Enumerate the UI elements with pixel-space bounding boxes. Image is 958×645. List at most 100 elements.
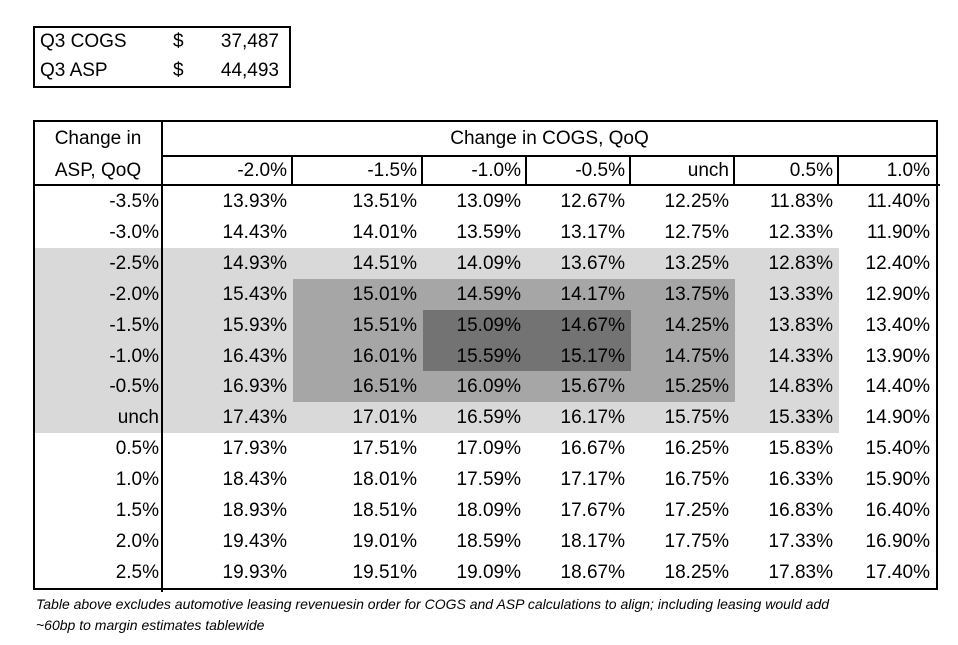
table-cell: 13.75% bbox=[664, 283, 729, 305]
table-cell: 15.01% bbox=[352, 283, 417, 305]
column-header: -1.0% bbox=[471, 160, 521, 181]
table-cell: 14.83% bbox=[768, 376, 833, 398]
table-cell: 18.01% bbox=[352, 469, 417, 491]
table-cell: 19.51% bbox=[352, 561, 417, 583]
grid-line bbox=[161, 122, 163, 592]
table-cell: 19.43% bbox=[222, 530, 287, 552]
grid-line bbox=[837, 155, 839, 186]
row-header-title-line1: Change in bbox=[54, 128, 142, 149]
row-label: -1.5% bbox=[109, 314, 159, 336]
table-cell: 16.90% bbox=[865, 530, 930, 552]
table-cell: 14.75% bbox=[664, 345, 729, 367]
table-cell: 15.17% bbox=[560, 345, 625, 367]
table-cell: 12.40% bbox=[865, 252, 930, 274]
table-cell: 14.43% bbox=[222, 221, 287, 243]
row-label: 1.0% bbox=[115, 469, 159, 491]
table-cell: 18.59% bbox=[456, 530, 521, 552]
grid-lines bbox=[35, 122, 940, 592]
sensitivity-table: Change in COGS, QoQ Change in ASP, QoQ -… bbox=[33, 120, 940, 592]
table-cell: 17.25% bbox=[664, 500, 729, 521]
row-label: -1.0% bbox=[109, 345, 159, 367]
table-cell: 18.17% bbox=[560, 530, 625, 552]
table-cell: 15.40% bbox=[865, 438, 930, 460]
table-cell: 11.83% bbox=[769, 191, 833, 212]
grid-line bbox=[163, 155, 936, 157]
row-label: 2.5% bbox=[115, 561, 159, 583]
table-cell: 17.67% bbox=[560, 500, 625, 521]
table-cell: 17.43% bbox=[222, 407, 287, 429]
row-label: -2.5% bbox=[109, 252, 159, 274]
table-cell: 14.59% bbox=[456, 283, 521, 305]
table-cell: 12.75% bbox=[664, 221, 729, 243]
table-cell: 11.90% bbox=[866, 221, 930, 243]
row-header-title-line2: ASP, QoQ bbox=[54, 160, 142, 181]
table-cell: 17.40% bbox=[865, 561, 930, 583]
table-cell: 16.51% bbox=[352, 376, 417, 398]
column-header: -1.5% bbox=[367, 160, 417, 181]
summary-row-asp: Q3 ASP $ 44,493 bbox=[35, 57, 289, 86]
table-cell: 15.09% bbox=[456, 314, 521, 336]
table-cell: 15.67% bbox=[560, 376, 625, 398]
table-cell: 16.17% bbox=[560, 407, 625, 429]
table-cell: 16.33% bbox=[768, 469, 833, 491]
grid-line bbox=[629, 155, 631, 186]
grid-line bbox=[421, 155, 423, 186]
grid-line bbox=[525, 155, 527, 186]
table-cell: 17.75% bbox=[664, 530, 729, 552]
table-cell: 19.01% bbox=[352, 530, 417, 552]
table-cell: 18.43% bbox=[222, 469, 287, 491]
column-header: 1.0% bbox=[886, 160, 930, 181]
grid-line bbox=[291, 155, 293, 186]
table-cell: 12.90% bbox=[865, 283, 930, 305]
table-cell: 18.09% bbox=[456, 500, 521, 521]
row-label: -2.0% bbox=[109, 283, 159, 305]
table-cell: 11.40% bbox=[866, 191, 930, 212]
table-cell: 14.25% bbox=[664, 314, 729, 336]
highlight-layer bbox=[35, 122, 936, 588]
table-cell: 15.25% bbox=[664, 376, 729, 398]
table-cell: 13.25% bbox=[664, 252, 729, 274]
column-group-title: Change in COGS, QoQ bbox=[450, 128, 649, 149]
table-cell: 13.51% bbox=[352, 191, 417, 212]
table-cell: 18.67% bbox=[560, 561, 625, 583]
table-cell: 17.17% bbox=[560, 469, 625, 491]
table-cell: 19.09% bbox=[456, 561, 521, 583]
row-label: 2.0% bbox=[115, 530, 159, 552]
table-cell: 15.51% bbox=[352, 314, 417, 336]
footnote: Table above excludes automotive leasing … bbox=[36, 594, 926, 636]
table-cell: 17.59% bbox=[456, 469, 521, 491]
table-cell: 16.67% bbox=[560, 438, 625, 460]
summary-currency: $ bbox=[173, 31, 184, 52]
table-cell: 14.17% bbox=[560, 283, 625, 305]
table-cell: 14.51% bbox=[352, 252, 417, 274]
row-label: -3.5% bbox=[109, 191, 159, 212]
table-cell: 16.09% bbox=[456, 376, 521, 398]
table-cell: 12.67% bbox=[560, 191, 625, 212]
summary-value: 37,487 bbox=[220, 31, 279, 52]
column-header: unch bbox=[687, 160, 729, 181]
table-cell: 14.93% bbox=[222, 252, 287, 274]
table-cell: 14.01% bbox=[352, 221, 417, 243]
table-cell: 16.83% bbox=[768, 500, 833, 521]
table-cell: 16.25% bbox=[664, 438, 729, 460]
column-header: -2.0% bbox=[237, 160, 287, 181]
table-cell: 17.33% bbox=[768, 530, 833, 552]
summary-value: 44,493 bbox=[220, 60, 279, 81]
table-cell: 14.09% bbox=[456, 252, 521, 274]
table-cell: 13.09% bbox=[456, 191, 521, 212]
table-cell: 15.75% bbox=[664, 407, 729, 429]
table-cell: 13.83% bbox=[768, 314, 833, 336]
grid-line bbox=[733, 155, 735, 186]
table-cell: 13.90% bbox=[865, 345, 930, 367]
table-cell: 15.33% bbox=[768, 407, 833, 429]
table-cell: 16.43% bbox=[222, 345, 287, 367]
row-label: 0.5% bbox=[115, 438, 159, 460]
table-cell: 12.33% bbox=[768, 221, 833, 243]
column-header: 0.5% bbox=[789, 160, 833, 181]
summary-label: Q3 COGS bbox=[40, 31, 127, 52]
footnote-line-2: ~60bp to margin estimates tablewide bbox=[36, 617, 265, 633]
table-cell: 17.01% bbox=[352, 407, 417, 429]
table-cell: 15.93% bbox=[222, 314, 287, 336]
table-cell: 15.43% bbox=[222, 283, 287, 305]
table-cell: 18.25% bbox=[664, 561, 729, 583]
